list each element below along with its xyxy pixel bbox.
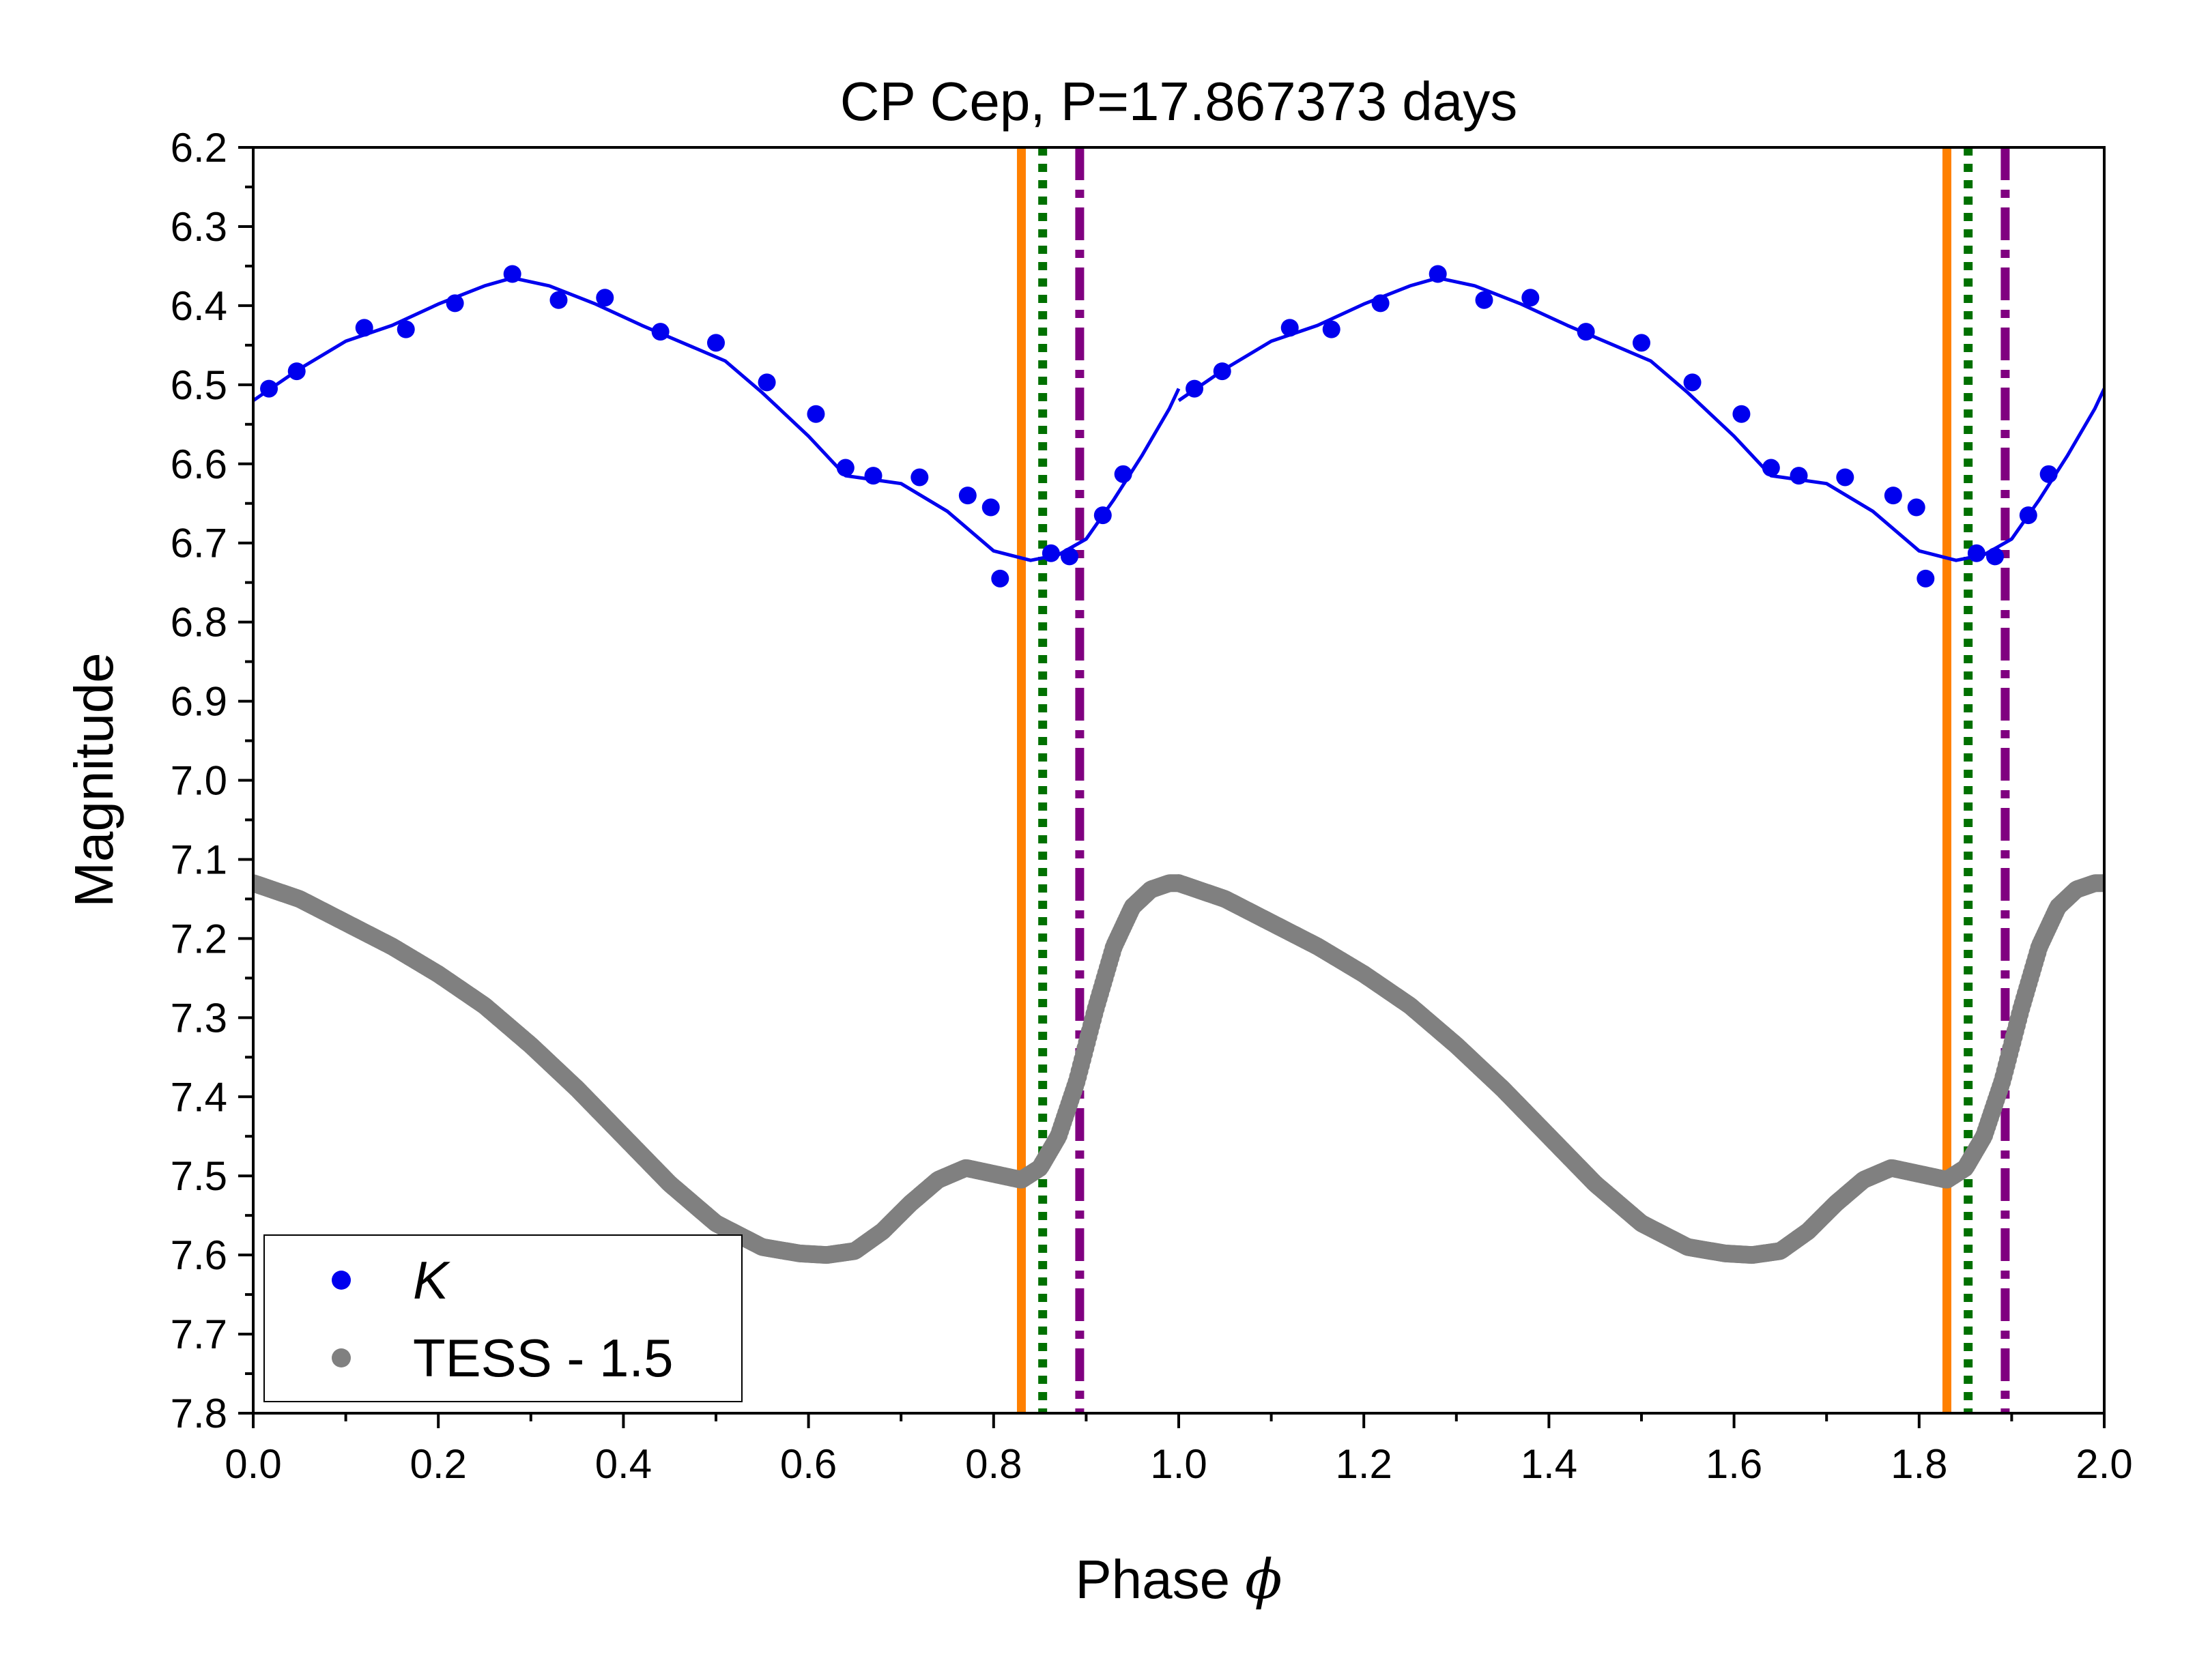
tess-point <box>2095 874 2104 893</box>
k-point <box>596 289 614 307</box>
k-point <box>549 291 568 309</box>
x-tick-label: 1.2 <box>1335 1441 1392 1487</box>
k-point <box>1884 487 1902 505</box>
x-tick-label: 0.6 <box>780 1441 837 1487</box>
y-tick-label: 7.6 <box>171 1232 227 1278</box>
x-tick-label: 1.4 <box>1521 1441 1577 1487</box>
k-point <box>836 459 855 477</box>
k-fit-line <box>253 276 1181 562</box>
axes: 0.0 0.2 0.4 0.6 0.8 1.0 1.2 1.4 1.6 1.8 2.0 6.2 6.3 6… <box>171 125 2133 1487</box>
k-point <box>503 265 521 283</box>
y-tick-label: 7.8 <box>171 1391 227 1436</box>
x-tick-label: 1.6 <box>1706 1441 1762 1487</box>
vertical-lines <box>1016 147 2010 1413</box>
y-tick-label: 7.3 <box>171 995 227 1041</box>
k-point <box>864 467 883 485</box>
x-axis-label-text: Phase <box>1075 1549 1230 1610</box>
tess-series <box>253 874 2104 1264</box>
k-point <box>397 320 415 338</box>
legend-label-k: K <box>413 1250 450 1310</box>
k-point <box>1280 319 1299 337</box>
k-point <box>355 319 373 337</box>
k-point <box>910 468 929 487</box>
k-point <box>1521 289 1540 307</box>
x-tick-label: 0.0 <box>225 1441 281 1487</box>
k-point <box>1060 547 1078 566</box>
k-point <box>1967 544 1985 562</box>
k-fit-series <box>253 276 2104 562</box>
k-point <box>1114 465 1132 483</box>
k-point <box>1577 323 1595 341</box>
legend-box <box>263 1234 743 1402</box>
y-tick-label: 6.3 <box>171 204 227 250</box>
k-fit-line <box>1177 276 2104 562</box>
legend-label-tess: TESS - 1.5 <box>413 1328 673 1388</box>
y-tick-label: 7.4 <box>171 1074 227 1120</box>
x-tick-label: 2.0 <box>2076 1441 2132 1487</box>
y-tick-label: 6.9 <box>171 679 227 725</box>
k-point <box>1836 468 1854 487</box>
x-tick-label: 0.4 <box>595 1441 652 1487</box>
y-tick-label: 6.6 <box>171 441 227 487</box>
k-point <box>260 379 278 398</box>
k-point <box>1683 373 1702 392</box>
k-point <box>1186 379 1204 398</box>
x-tick-label: 0.8 <box>965 1441 1022 1487</box>
k-point <box>958 487 977 505</box>
y-tick-label: 7.2 <box>171 916 227 961</box>
y-tick-label: 7.1 <box>171 837 227 882</box>
x-tick-label: 0.2 <box>410 1441 466 1487</box>
x-tick-label: 1.8 <box>1891 1441 1947 1487</box>
y-tick-label: 6.8 <box>171 600 227 646</box>
k-point <box>991 569 1009 588</box>
y-tick-label: 6.7 <box>171 521 227 566</box>
y-tick-label: 7.7 <box>171 1312 227 1357</box>
k-point <box>1371 294 1390 313</box>
k-point <box>707 334 725 352</box>
y-tick-label: 7.5 <box>171 1153 227 1199</box>
k-point <box>287 362 306 381</box>
chart-title: CP Cep, P=17.867373 days <box>840 71 1518 132</box>
y-tick-label: 7.0 <box>171 758 227 804</box>
k-point <box>651 323 670 341</box>
k-point <box>1042 544 1060 562</box>
k-point <box>2039 465 2058 483</box>
legend-marker-tess <box>332 1348 351 1367</box>
x-axis-label-symbol: ϕ <box>1245 1548 1282 1611</box>
k-series <box>260 265 2058 588</box>
k-point <box>1762 459 1780 477</box>
k-point <box>758 373 776 392</box>
k-point <box>981 498 1000 517</box>
legend: K TESS - 1.5 <box>263 1234 743 1402</box>
k-point <box>807 405 825 423</box>
k-point <box>1732 405 1751 423</box>
y-tick-label: 6.4 <box>171 283 227 329</box>
k-point <box>446 294 464 313</box>
x-tick-label: 1.0 <box>1150 1441 1207 1487</box>
y-tick-label: 6.5 <box>171 362 227 408</box>
y-axis-label: Magnitude <box>63 652 124 908</box>
k-point <box>2019 506 2037 525</box>
k-point <box>1213 362 1231 381</box>
k-point <box>1633 334 1650 352</box>
legend-marker-k <box>332 1271 351 1290</box>
k-point <box>1429 265 1447 283</box>
k-point <box>1322 320 1340 338</box>
y-tick-label: 6.2 <box>171 125 227 171</box>
k-point <box>1917 569 1935 588</box>
k-point <box>1475 291 1493 309</box>
k-point <box>1093 506 1112 525</box>
k-point <box>1985 547 2004 566</box>
k-point <box>1790 467 1808 485</box>
k-point <box>1907 498 1925 517</box>
x-axis-label: Phase ϕ <box>1075 1548 1282 1611</box>
